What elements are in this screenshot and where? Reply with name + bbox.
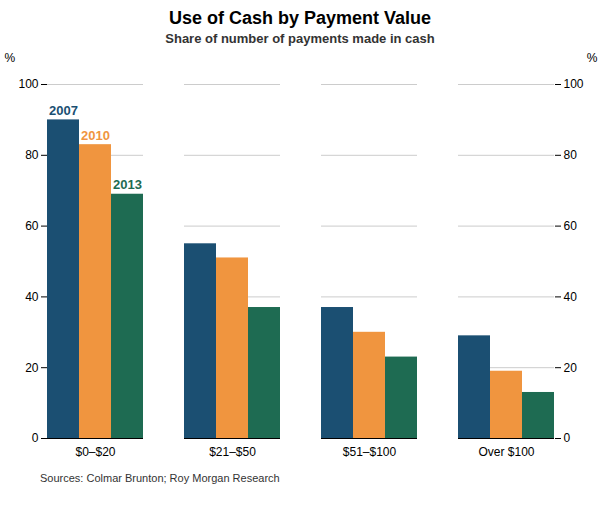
html-text:Use of Cash by Payment Value: Use of Cash by Payment Value — [168, 8, 431, 28]
svg-text:%: % — [587, 51, 598, 65]
svg-text:2013: 2013 — [113, 177, 142, 192]
html-text:Share of number of payments ma: Share of number of payments made in cash — [165, 31, 435, 46]
svg-text:$0–$20: $0–$20 — [75, 445, 115, 459]
svg-text:40: 40 — [25, 290, 39, 304]
html-text:Sources: Colmar Brunton; Roy M: Sources: Colmar Brunton; Roy Morgan Rese… — [40, 472, 280, 484]
svg-text:80: 80 — [564, 148, 578, 162]
svg-text:%: % — [5, 51, 16, 65]
svg-text:2007: 2007 — [49, 103, 78, 118]
svg-text:100: 100 — [564, 77, 584, 91]
svg-text:40: 40 — [564, 290, 578, 304]
svg-text:Over $100: Over $100 — [478, 445, 534, 459]
svg-text:2010: 2010 — [81, 128, 110, 143]
svg-text:0: 0 — [564, 431, 571, 445]
svg-text:100: 100 — [18, 77, 38, 91]
svg-text:0: 0 — [32, 431, 39, 445]
svg-text:60: 60 — [25, 219, 39, 233]
svg-text:80: 80 — [25, 148, 39, 162]
svg-text:20: 20 — [564, 361, 578, 375]
svg-text:$21–$50: $21–$50 — [209, 445, 256, 459]
svg-text:20: 20 — [25, 361, 39, 375]
svg-text:60: 60 — [564, 219, 578, 233]
svg-text:$51–$100: $51–$100 — [343, 445, 397, 459]
